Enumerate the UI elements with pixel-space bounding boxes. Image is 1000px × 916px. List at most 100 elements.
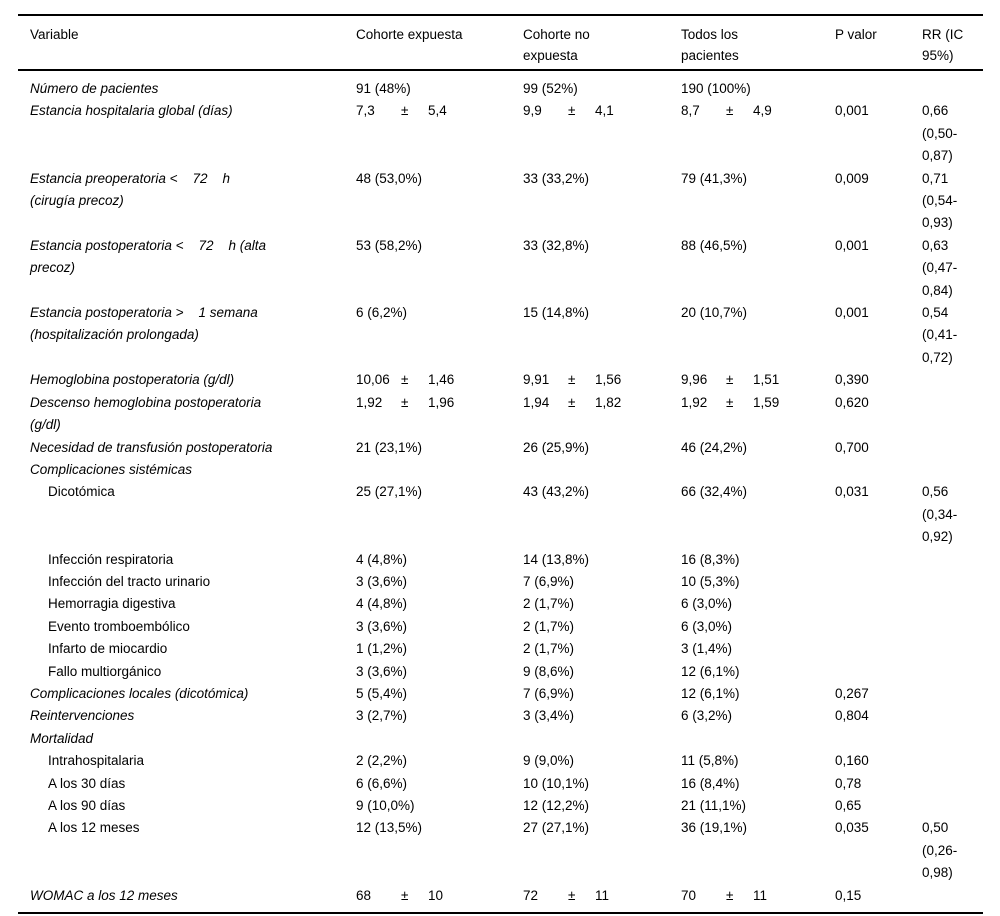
cell-todos-los-pacientes: 88 (46,5%) <box>681 235 835 302</box>
cell-text: 10 (5,3%) <box>681 573 740 589</box>
cell-p-valor: 0,78 <box>835 773 922 795</box>
table-row: Hemorragia digestiva 4 (4,8%) 2 (1,7%) 6 (3… <box>18 593 983 615</box>
table-row: Estancia preoperatoria < 72 h (cirugía pr… <box>18 168 983 235</box>
cell-rr-ic-95 <box>922 728 983 750</box>
header-cell-variable: Variable <box>18 15 356 71</box>
text-line: Cohorte no <box>523 27 590 42</box>
text-line: Infección del tracto urinario <box>48 573 211 589</box>
cell-todos-los-pacientes: 10 (5,3%) <box>681 571 835 593</box>
plus-minus-symbol: ± <box>726 394 734 410</box>
mean-sd-cell: 8,7 ±4,9 <box>681 100 833 122</box>
cell-variable: Intrahospitalaria <box>18 750 356 772</box>
cell-text: 12 (13,5%) <box>356 820 423 836</box>
sd-value: 11 <box>595 887 610 903</box>
clinical-results-table: Variable Cohorte expuesta Cohorte no expues… <box>18 14 983 915</box>
cell-p-valor <box>835 459 922 481</box>
table-row: Dicotómica 25 (27,1%) 43 (43,2%) 66 (32,4%)… <box>18 481 983 548</box>
cell-cohorte-no-expuesta: 7 (6,9%) <box>523 683 681 705</box>
cell-cohorte-no-expuesta: 15 (14,8%) <box>523 302 681 369</box>
mean-value: 9,96 <box>681 372 708 388</box>
mean-value: 9,91 <box>523 372 550 388</box>
cell-cohorte-expuesta: 4 (4,8%) <box>356 593 523 615</box>
table-row: Complicaciones locales (dicotómica) 5 (5,… <box>18 683 983 705</box>
cell-text: 16 (8,3%) <box>681 551 740 567</box>
cell-text: 0,031 <box>835 484 869 500</box>
text-line: precoz) <box>30 260 76 276</box>
cell-variable: Infección del tracto urinario <box>18 571 356 593</box>
cell-cohorte-no-expuesta: 2 (1,7%) <box>523 593 681 615</box>
cell-text: 3 (3,6%) <box>356 573 408 589</box>
table-row: Estancia postoperatoria > 1 semana (hospi… <box>18 302 983 369</box>
cell-cohorte-expuesta: 6 (6,6%) <box>356 773 523 795</box>
cell-p-valor <box>835 728 922 750</box>
mean-value: 1,92 <box>356 394 383 410</box>
cell-variable: Infección respiratoria <box>18 549 356 571</box>
mean-sd-cell: 9,9 ±4,1 <box>523 100 679 122</box>
cell-todos-los-pacientes: 20 (10,7%) <box>681 302 835 369</box>
text-line: Estancia preoperatoria < 72 h <box>30 170 230 186</box>
cell-p-valor: 0,15 <box>835 885 922 913</box>
mean-value: 72 <box>523 887 539 903</box>
cell-variable: Evento tromboembólico <box>18 616 356 638</box>
mean-value: 1,94 <box>523 394 550 410</box>
cell-cohorte-no-expuesta: 72 ±11 <box>523 885 681 913</box>
cell-text: 4 (4,8%) <box>356 551 408 567</box>
cell-variable: Infarto de miocardio <box>18 638 356 660</box>
table-row: WOMAC a los 12 meses 68 ±10 72 ±11 70 ±11 0,15 <box>18 885 983 913</box>
text-line: expuesta <box>523 48 578 63</box>
text-line: (0,26- <box>922 842 958 858</box>
cell-p-valor <box>835 661 922 683</box>
table-row: Número de pacientes 91 (48%) 99 (52%) 190 (… <box>18 70 983 100</box>
text-line: 0,71 <box>922 170 949 186</box>
cell-todos-los-pacientes: 66 (32,4%) <box>681 481 835 548</box>
mean-sd-cell: 1,92 ±1,96 <box>356 392 521 414</box>
cell-todos-los-pacientes: 3 (1,4%) <box>681 638 835 660</box>
cell-variable: Complicaciones locales (dicotómica) <box>18 683 356 705</box>
table-header: Variable Cohorte expuesta Cohorte no expues… <box>18 15 983 71</box>
table-row: Descenso hemoglobina postoperatoria (g/dl… <box>18 392 983 437</box>
cell-rr-ic-95 <box>922 616 983 638</box>
cell-text: 2 (1,7%) <box>523 641 575 657</box>
cell-text: 9 (9,0%) <box>523 753 575 769</box>
cell-variable: Hemorragia digestiva <box>18 593 356 615</box>
table-row: Necesidad de transfusión postoperatoria 2… <box>18 437 983 459</box>
mean-value: 7,3 <box>356 103 375 119</box>
cell-cohorte-no-expuesta: 26 (25,9%) <box>523 437 681 459</box>
cell-p-valor: 0,390 <box>835 369 922 391</box>
cell-text: 16 (8,4%) <box>681 775 740 791</box>
text-line: Infección respiratoria <box>48 551 174 567</box>
cell-cohorte-expuesta: 21 (23,1%) <box>356 437 523 459</box>
mean-sd-cell: 9,96 ±1,51 <box>681 369 833 391</box>
sd-value: 1,56 <box>595 372 622 388</box>
table-row: Infección respiratoria 4 (4,8%) 14 (13,8%)… <box>18 549 983 571</box>
cell-todos-los-pacientes: 6 (3,2%) <box>681 705 835 727</box>
text-line: 95%) <box>922 48 954 63</box>
cell-rr-ic-95 <box>922 705 983 727</box>
cell-p-valor: 0,009 <box>835 168 922 235</box>
cell-text: 5 (5,4%) <box>356 685 408 701</box>
sd-value: 11 <box>753 887 768 903</box>
cell-variable: Fallo multiorgánico <box>18 661 356 683</box>
text-line: Número de pacientes <box>30 81 159 96</box>
cell-todos-los-pacientes: 8,7 ±4,9 <box>681 100 835 167</box>
cell-variable: Reintervenciones <box>18 705 356 727</box>
cell-text: 9 (10,0%) <box>356 798 415 813</box>
text-line: Todos los <box>681 27 739 42</box>
cell-cohorte-no-expuesta: 10 (10,1%) <box>523 773 681 795</box>
cell-text: 12 (6,1%) <box>681 663 740 679</box>
cell-text: 27 (27,1%) <box>523 820 590 836</box>
cell-cohorte-expuesta <box>356 459 523 481</box>
text-line: Complicaciones sistémicas <box>30 461 193 477</box>
text-line: 0,98) <box>922 865 953 881</box>
mean-value: 10,06 <box>356 372 390 388</box>
cell-rr-ic-95 <box>922 549 983 571</box>
cell-cohorte-expuesta: 48 (53,0%) <box>356 168 523 235</box>
text-line: Mortalidad <box>30 730 94 746</box>
cell-text: 99 (52%) <box>523 81 578 96</box>
sd-value: 4,1 <box>595 103 614 119</box>
cell-todos-los-pacientes: 1,92 ±1,59 <box>681 392 835 437</box>
cell-p-valor <box>835 549 922 571</box>
cell-cohorte-expuesta: 5 (5,4%) <box>356 683 523 705</box>
text-line: (0,54- <box>922 193 958 209</box>
table-row: A los 90 días 9 (10,0%) 12 (12,2%) 21 (11,1… <box>18 795 983 817</box>
